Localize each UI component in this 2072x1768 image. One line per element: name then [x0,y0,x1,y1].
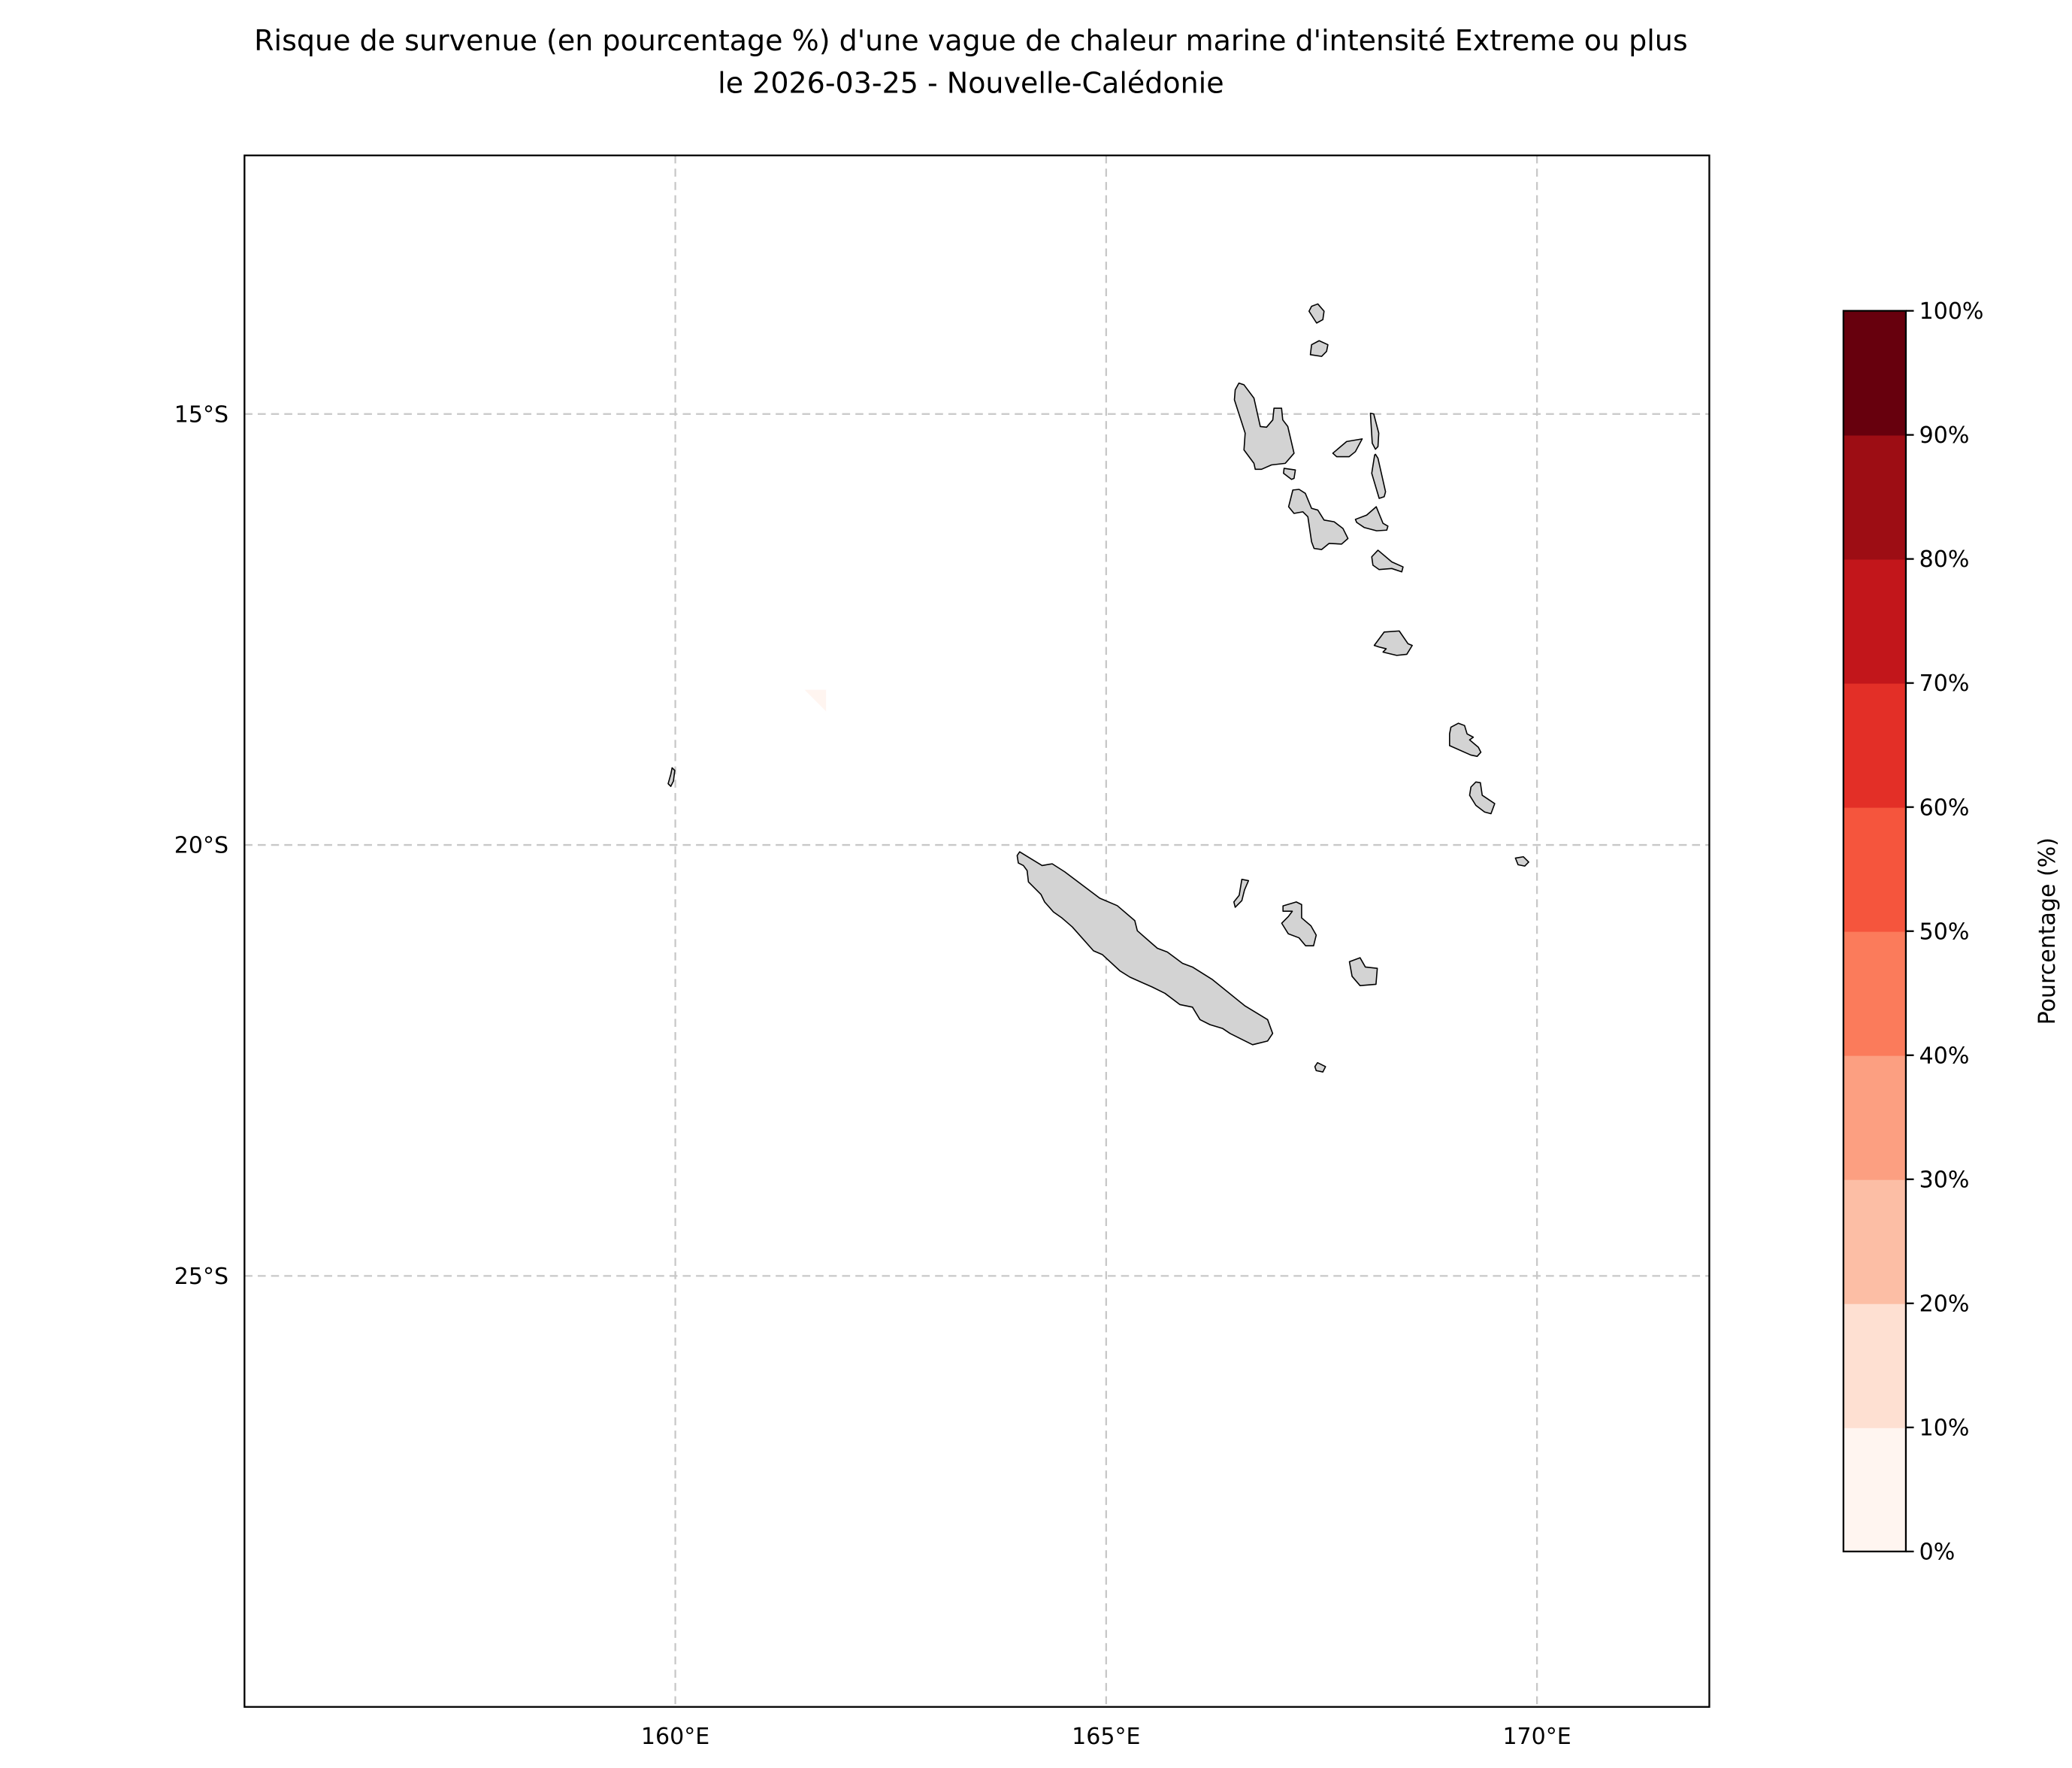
colorbar-tick-label: 40% [1919,1043,1970,1069]
colorbar-tick-label: 10% [1919,1415,1970,1442]
land-new-caledonia [667,767,1378,1073]
land-vanuatu [1233,303,1529,867]
title-line-1: Risque de survenue (en pourcentage %) d'… [254,24,1687,57]
island-grande-terre [1016,851,1274,1046]
map-frame [243,154,1711,1708]
x-axis-ticks: 160°E 165°E 170°E [641,1724,1571,1750]
colorbar-bin [1843,683,1906,808]
colorbar-tick-label: 80% [1919,546,1970,573]
colorbar-tick-label: 30% [1919,1167,1970,1193]
island-isle-of-pines [1314,1061,1326,1073]
island-ouvea [1233,879,1250,908]
colorbar-bin [1843,931,1906,1056]
island-small-santo [1283,468,1296,480]
colorbar-bin [1843,310,1906,436]
title-line-2: le 2026-03-25 - Nouvelle-Calédonie [718,67,1224,100]
colorbar-tick-label: 90% [1919,422,1970,449]
island-espiritu-santo [1233,382,1295,471]
island-tanna [1469,781,1496,815]
colorbar: 0% 10% 20% 30% 40% 50% 60% 70% 80% 90% 100% Pource… [1842,298,2061,1566]
island-chesterfield [667,767,676,787]
x-tick-label: 170°E [1502,1724,1571,1750]
island-lifou [1281,901,1317,946]
island-malekula [1287,489,1349,550]
y-tick-label: 25°S [174,1264,228,1290]
colorbar-bin [1843,559,1906,684]
colorbar-tick-label: 70% [1919,671,1970,697]
x-tick-label: 165°E [1072,1724,1140,1750]
colorbar-bin [1843,1055,1906,1180]
island-ambrym [1354,506,1389,531]
island-ambae [1332,438,1363,458]
island-mare [1348,957,1378,986]
map-area: 160°E 165°E 170°E 15°S 20°S 25°S [174,154,1711,1750]
colorbar-tick-label: 100% [1919,298,1984,325]
colorbar-tick-label: 20% [1919,1291,1970,1317]
island-aneityum [1514,855,1529,867]
y-tick-label: 20°S [174,833,228,859]
y-axis-ticks: 15°S 20°S 25°S [174,401,228,1290]
probability-cells [804,689,827,712]
colorbar-tick-label: 50% [1919,919,1970,945]
map-background [244,155,1710,1707]
colorbar-bin [1843,1303,1906,1428]
island-torres-1 [1308,303,1325,324]
island-torres-2 [1309,340,1329,357]
colorbar-bin [1843,1179,1906,1304]
island-epi [1371,549,1404,573]
island-efate [1373,630,1413,656]
colorbar-tick-label: 0% [1919,1539,1956,1566]
island-erromango [1448,722,1482,757]
island-pentecost [1371,453,1387,499]
colorbar-bin [1843,807,1906,932]
island-maewo [1369,412,1380,450]
colorbar-bin [1843,434,1906,560]
probability-cell [804,689,827,712]
colorbar-label: Pourcentage (%) [2034,837,2061,1025]
x-tick-label: 160°E [641,1724,709,1750]
colorbar-bin [1843,1427,1906,1552]
y-tick-label: 15°S [174,401,228,428]
colorbar-tick-label: 60% [1919,795,1970,821]
